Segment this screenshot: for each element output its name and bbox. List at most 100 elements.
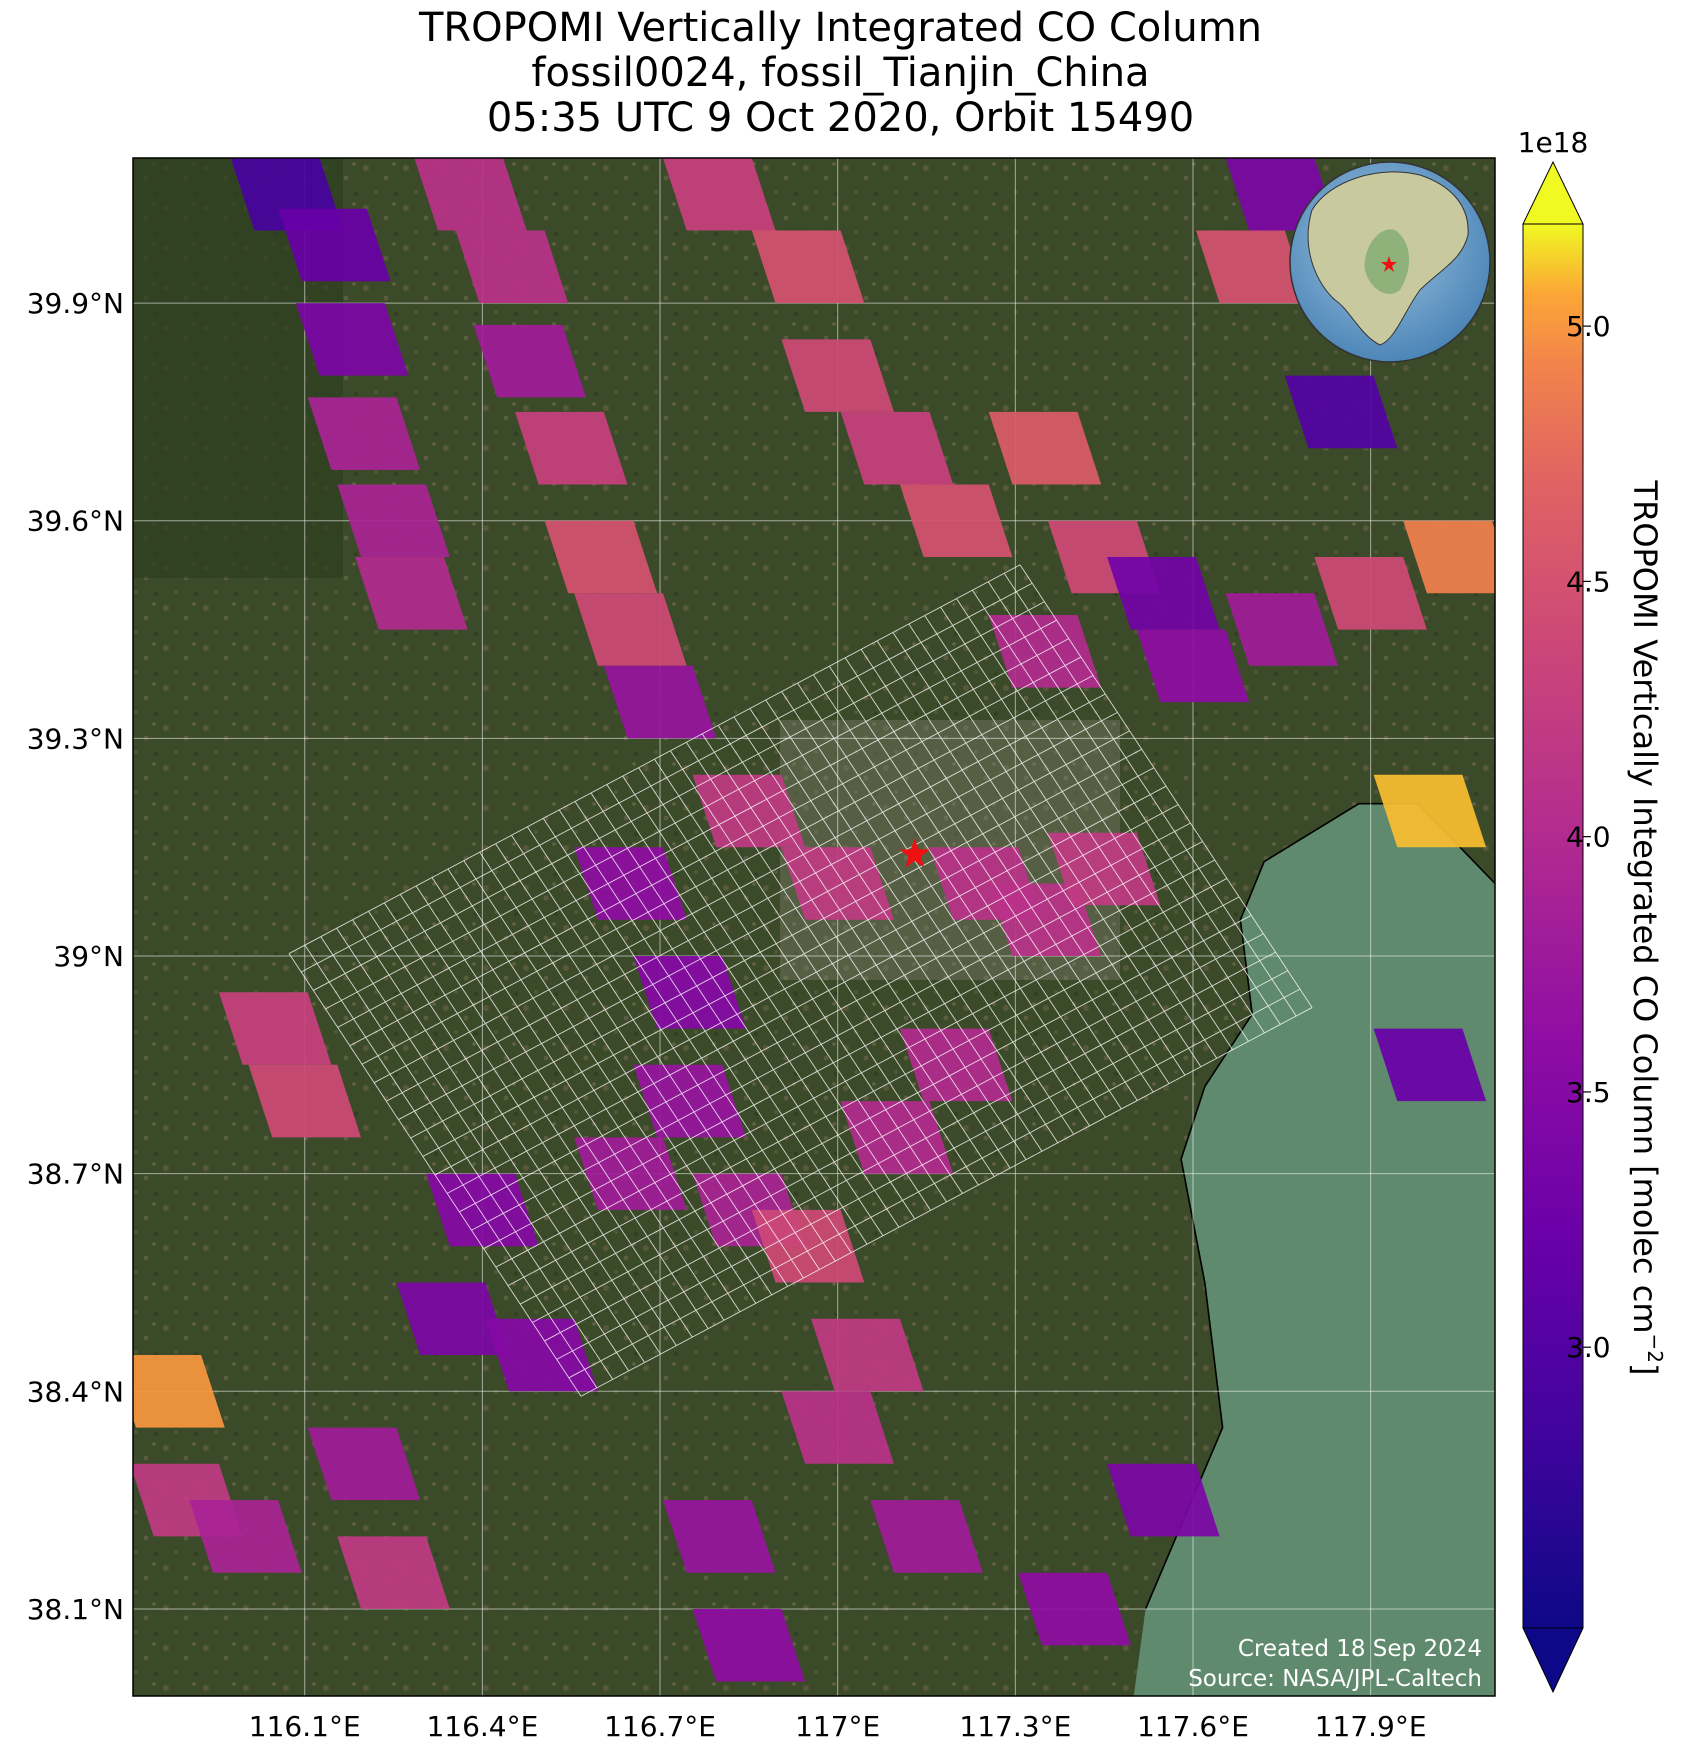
co-pixel — [337, 484, 450, 557]
mesh-line — [507, 896, 1240, 1286]
mesh-line — [373, 693, 1106, 1084]
lon-tick-label: 117.3°E — [959, 1710, 1071, 1743]
lon-tick-label: 116.7°E — [604, 1710, 716, 1743]
co-pixel — [278, 208, 391, 282]
co-pixel — [1314, 557, 1427, 630]
colorbar-tick-label: 5.0 — [1566, 310, 1611, 343]
mesh-line — [386, 712, 1118, 1102]
emission-grid-overlay — [288, 564, 1313, 1397]
colorbar-multiplier: 1e18 — [1518, 126, 1589, 159]
colorbar-tick-label: 3.5 — [1566, 1076, 1611, 1109]
co-pixel — [1018, 1572, 1131, 1646]
map-frame — [132, 157, 1496, 1697]
colorbar-body — [1522, 223, 1584, 1629]
lat-tick-labels: 39.9°N 39.6°N 39.3°N 39°N 38.7°N 38.4°N 38.1°N — [27, 287, 124, 1626]
mesh-line — [361, 675, 1094, 1065]
mesh-line — [337, 638, 1069, 1028]
co-pixel — [455, 230, 569, 304]
co-pixel — [295, 303, 409, 376]
created-note: Created 18 Sep 2024 — [1238, 1636, 1482, 1662]
colorbar-tick-label: 3.0 — [1566, 1331, 1611, 1364]
co-pixel — [1373, 774, 1487, 848]
co-pixel — [1373, 1028, 1487, 1102]
colorbar-extend-top — [1522, 160, 1584, 225]
lat-tick-label: 38.4°N — [27, 1375, 124, 1408]
mesh-line — [288, 564, 1021, 954]
colorbar-extend-bottom — [1522, 1627, 1584, 1694]
co-pixel — [218, 992, 332, 1065]
co-pixel — [781, 1391, 894, 1464]
mesh-line — [410, 748, 1142, 1139]
lat-tick-label: 38.1°N — [27, 1593, 124, 1626]
mesh-line — [446, 804, 1179, 1194]
lat-tick-label: 39°N — [53, 940, 124, 973]
mesh-line — [459, 822, 1191, 1213]
co-pixel — [840, 1101, 954, 1174]
mesh-line — [398, 730, 1130, 1120]
mesh-line — [483, 859, 1215, 1250]
colorbar-label-text: TROPOMI Vertically Integrated CO Column … — [1626, 480, 1664, 1334]
lon-tick-label: 117°E — [795, 1710, 880, 1743]
sea — [1133, 803, 1495, 1696]
inset-globe — [1289, 161, 1491, 363]
mesh-line — [544, 951, 1276, 1342]
title-line-3: 05:35 UTC 9 Oct 2020, Orbit 15490 — [486, 95, 1195, 141]
lon-tick-label: 116.4°E — [426, 1710, 538, 1743]
co-pixel — [692, 774, 806, 848]
co-pixel — [1107, 1463, 1220, 1537]
mesh-line — [434, 785, 1167, 1176]
co-pixel — [781, 847, 894, 920]
globe-land-green — [1364, 229, 1410, 294]
mesh-line — [313, 601, 1045, 991]
globe-star-icon — [1381, 256, 1397, 272]
co-pixel — [574, 593, 687, 666]
colorbar-tick-label: 4.0 — [1566, 821, 1611, 854]
co-pixel — [663, 158, 776, 231]
co-pixel — [1107, 557, 1220, 630]
source-note: Source: NASA/JPL-Caltech — [1188, 1666, 1482, 1692]
co-pixels — [133, 158, 1495, 1682]
co-pixel — [1136, 629, 1250, 703]
mesh-line — [532, 933, 1264, 1323]
lat-tick-label: 38.7°N — [27, 1158, 124, 1191]
co-pixel — [751, 230, 865, 304]
co-pixel — [811, 1318, 924, 1392]
mesh-line — [325, 619, 1057, 1010]
co-pixel — [633, 956, 746, 1029]
colorbar-ticks: 3.0 3.5 4.0 4.5 5.0 — [1566, 310, 1611, 1364]
co-pixel — [396, 1282, 509, 1355]
mesh-line — [568, 988, 1301, 1379]
co-pixel — [692, 1608, 806, 1682]
mesh-line — [422, 767, 1155, 1157]
mesh-line — [580, 1007, 1313, 1397]
lon-tick-labels: 116.1°E 116.4°E 116.7°E 117°E 117.3°E 117.6°E… — [249, 1710, 1427, 1743]
co-pixel — [337, 1536, 450, 1609]
co-pixel — [603, 665, 717, 739]
mesh-line — [519, 914, 1252, 1305]
co-pixel — [840, 411, 954, 485]
co-pixel — [515, 411, 628, 485]
lon-tick-label: 117.6°E — [1137, 1710, 1249, 1743]
co-pixel — [663, 1500, 776, 1573]
co-pixel — [355, 557, 468, 630]
co-pixel — [307, 1427, 421, 1501]
co-pixel — [1284, 375, 1398, 449]
lat-tick-label: 39.3°N — [27, 722, 124, 755]
co-pixel — [248, 1064, 361, 1138]
co-pixel — [414, 158, 527, 231]
lat-tick-label: 39.6°N — [27, 505, 124, 538]
lat-tick-label: 39.9°N — [27, 287, 124, 320]
mesh-line — [471, 841, 1203, 1231]
co-pixel — [485, 1318, 598, 1392]
co-pixel — [544, 520, 658, 594]
co-pixel — [988, 411, 1102, 485]
target-star-marker — [899, 838, 930, 868]
lon-tick-label: 117.9°E — [1315, 1710, 1427, 1743]
co-pixel — [133, 1355, 225, 1428]
title-line-1: TROPOMI Vertically Integrated CO Column — [418, 5, 1263, 51]
colorbar-label-close: ] — [1626, 1363, 1664, 1375]
map-panel — [133, 158, 1495, 1696]
co-pixel — [751, 1209, 865, 1283]
mesh-line — [349, 656, 1082, 1047]
